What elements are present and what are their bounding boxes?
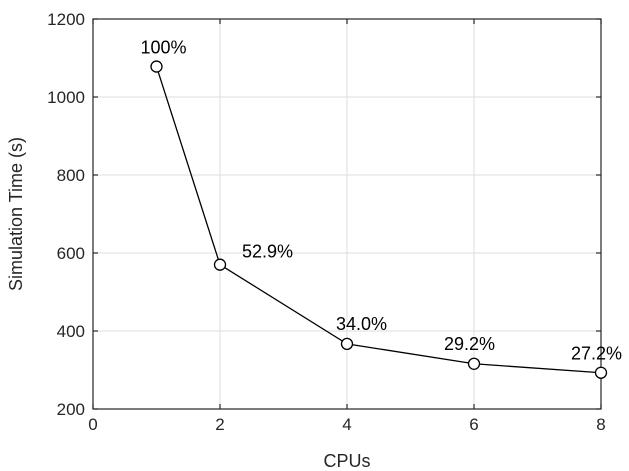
data-label: 34.0% <box>336 314 387 334</box>
point-labels: 100% 52.9% 34.0% 29.2% 27.2% <box>141 38 623 364</box>
markers <box>150 60 608 379</box>
data-label: 29.2% <box>444 334 495 354</box>
data-point <box>340 337 354 351</box>
x-tick-label: 8 <box>596 415 605 434</box>
data-label: 52.9% <box>242 242 293 262</box>
y-tick-label: 1200 <box>47 10 85 29</box>
x-tick-label: 0 <box>88 415 97 434</box>
x-tick-label: 6 <box>469 415 478 434</box>
y-tick-label: 1000 <box>47 88 85 107</box>
x-tick-label: 4 <box>342 415 351 434</box>
data-label: 100% <box>141 38 187 58</box>
y-axis-label: Simulation Time (s) <box>6 137 26 291</box>
y-tick-label: 400 <box>57 322 85 341</box>
y-tick-label: 200 <box>57 400 85 419</box>
x-tick-label: 2 <box>215 415 224 434</box>
tick-labels: 0 2 4 6 8 200 400 600 800 1000 1200 <box>47 10 606 434</box>
data-point <box>594 366 608 379</box>
y-tick-label: 600 <box>57 244 85 263</box>
grid <box>93 19 601 409</box>
data-point <box>467 357 481 370</box>
data-point <box>213 258 227 271</box>
y-tick-label: 800 <box>57 166 85 185</box>
data-point <box>150 60 163 73</box>
ticks <box>92 18 602 410</box>
data-label: 27.2% <box>571 344 622 364</box>
x-axis-label: CPUs <box>323 451 370 471</box>
